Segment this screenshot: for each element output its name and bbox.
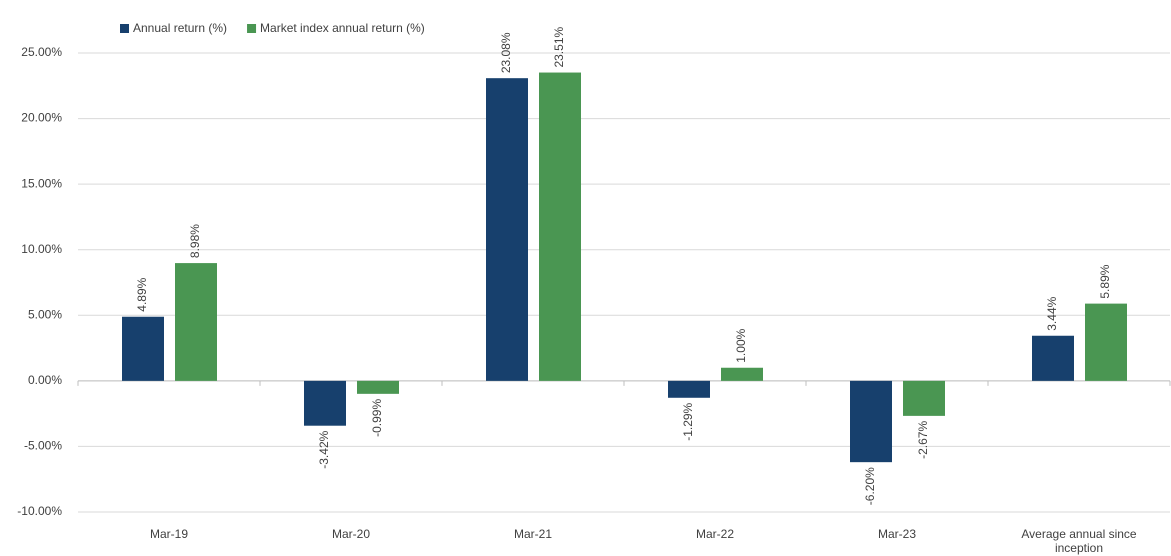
bar <box>1032 335 1074 381</box>
y-tick-label: 5.00% <box>28 307 62 321</box>
bar <box>357 380 399 394</box>
data-label: 23.08% <box>499 32 513 73</box>
bar <box>175 263 217 381</box>
bar <box>721 367 763 381</box>
legend-label: Annual return (%) <box>133 21 227 35</box>
bar <box>304 380 346 426</box>
y-tick-label: -5.00% <box>24 439 62 453</box>
data-label: 5.89% <box>1098 264 1112 298</box>
x-tick-label: Mar-22 <box>695 527 734 541</box>
bar <box>850 380 892 463</box>
bar <box>668 380 710 398</box>
data-label: 4.89% <box>135 277 149 311</box>
y-tick-label: 10.00% <box>21 242 62 256</box>
data-label: -6.20% <box>863 467 877 505</box>
bar <box>486 78 528 381</box>
y-tick-label: 25.00% <box>21 45 62 59</box>
y-tick-label: 20.00% <box>21 111 62 125</box>
bar <box>1085 303 1127 381</box>
data-label: 8.98% <box>188 224 202 258</box>
bar <box>122 316 164 381</box>
y-tick-label: 0.00% <box>28 373 62 387</box>
data-label: 3.44% <box>1045 296 1059 330</box>
data-label: -3.42% <box>317 430 331 468</box>
y-tick-label: -10.00% <box>17 504 62 518</box>
data-label: -2.67% <box>916 421 930 459</box>
bar <box>903 380 945 416</box>
x-tick-label: Mar-21 <box>513 527 552 541</box>
legend-swatch <box>247 24 257 33</box>
data-label: -0.99% <box>370 399 384 437</box>
y-tick-label: 15.00% <box>21 176 62 190</box>
data-label: 1.00% <box>734 328 748 362</box>
x-tick-label: Mar-20 <box>331 527 370 541</box>
x-tick-label: Mar-19 <box>149 527 188 541</box>
data-label: 23.51% <box>552 27 566 68</box>
bar <box>539 72 581 381</box>
legend-swatch <box>120 24 129 33</box>
data-label: -1.29% <box>681 402 695 440</box>
legend-label: Market index annual return (%) <box>260 21 425 35</box>
x-tick-label: Average annual since inception <box>1021 527 1137 555</box>
x-tick-label: Mar-23 <box>877 527 916 541</box>
